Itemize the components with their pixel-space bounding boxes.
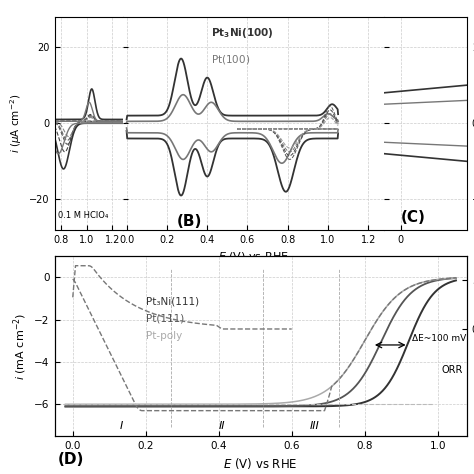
Text: 0.1 M HClO₄: 0.1 M HClO₄ [58, 211, 109, 220]
Text: Pt-poly: Pt-poly [146, 330, 182, 341]
X-axis label: $E$ (V) vs RHE: $E$ (V) vs RHE [223, 456, 298, 472]
Y-axis label: $i$ ($\mu$A cm$^{-2}$): $i$ ($\mu$A cm$^{-2}$) [8, 93, 24, 153]
Text: I: I [120, 420, 123, 431]
Text: (D): (D) [58, 452, 84, 466]
Text: Pt(111): Pt(111) [146, 314, 184, 324]
Text: $\mathrm{Pt(100)}$: $\mathrm{Pt(100)}$ [211, 53, 250, 66]
Text: ΔE~100 mV: ΔE~100 mV [412, 334, 466, 343]
Text: III: III [310, 420, 320, 431]
Text: $\mathbf{Pt_3Ni(100)}$: $\mathbf{Pt_3Ni(100)}$ [211, 26, 273, 40]
Text: II: II [219, 420, 225, 431]
Text: (C): (C) [401, 210, 426, 225]
Y-axis label: $i$ (mA cm$^{-2}$): $i$ (mA cm$^{-2}$) [11, 312, 29, 380]
Text: (B): (B) [177, 214, 202, 229]
Text: ORR: ORR [441, 365, 463, 374]
X-axis label: $E$ (V) vs RHE: $E$ (V) vs RHE [218, 250, 289, 263]
Text: Pt₃Ni(111): Pt₃Ni(111) [146, 297, 199, 307]
